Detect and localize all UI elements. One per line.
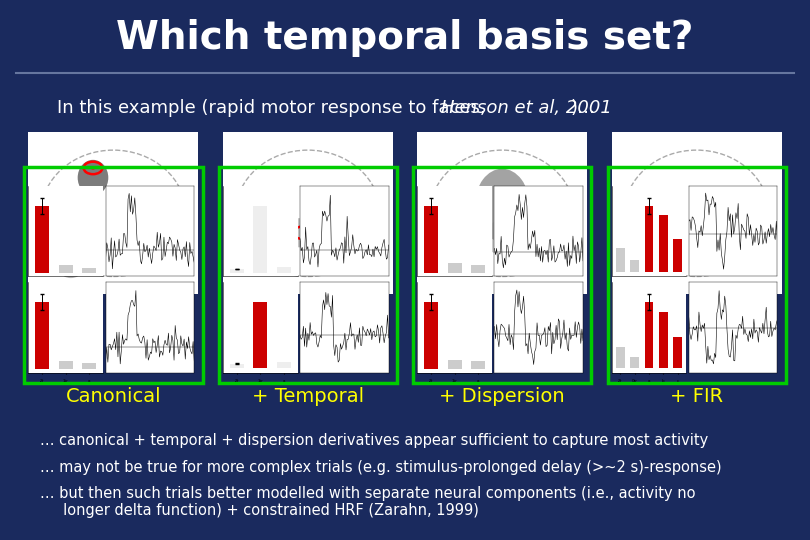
Text: )…: )… xyxy=(571,99,596,117)
Bar xyxy=(424,206,438,273)
Text: + Temporal: + Temporal xyxy=(252,387,364,407)
Circle shape xyxy=(301,231,305,234)
Bar xyxy=(254,206,267,273)
Bar xyxy=(673,337,682,368)
Bar xyxy=(59,265,73,273)
Text: In this example (rapid motor response to faces,: In this example (rapid motor response to… xyxy=(57,99,491,117)
Bar xyxy=(448,263,462,273)
Bar xyxy=(36,206,49,273)
Text: Henson et al, 2001: Henson et al, 2001 xyxy=(441,99,612,117)
Bar xyxy=(645,206,654,272)
Bar xyxy=(448,360,462,369)
FancyBboxPatch shape xyxy=(28,132,198,294)
FancyBboxPatch shape xyxy=(417,132,587,294)
Bar xyxy=(659,312,667,368)
Bar xyxy=(424,302,438,369)
Ellipse shape xyxy=(78,160,109,195)
Text: … canonical + temporal + dispersion derivatives appear sufficient to capture mos: … canonical + temporal + dispersion deri… xyxy=(40,433,709,448)
Circle shape xyxy=(91,166,96,170)
Bar xyxy=(673,239,682,272)
Bar xyxy=(630,357,639,368)
Text: + FIR: + FIR xyxy=(670,387,723,407)
Bar xyxy=(276,267,291,273)
Text: … may not be true for more complex trials (e.g. stimulus-prolonged delay (>~2 s): … may not be true for more complex trial… xyxy=(40,460,723,475)
Bar xyxy=(659,215,667,272)
Ellipse shape xyxy=(665,210,677,223)
Bar xyxy=(254,302,267,368)
Bar xyxy=(616,347,625,368)
Ellipse shape xyxy=(485,220,519,255)
Bar xyxy=(616,248,625,272)
Bar xyxy=(471,265,485,273)
Text: … but then such trials better modelled with separate neural components (i.e., ac: … but then such trials better modelled w… xyxy=(40,486,696,518)
Circle shape xyxy=(514,225,518,228)
FancyBboxPatch shape xyxy=(223,132,393,294)
Text: + Dispersion: + Dispersion xyxy=(439,387,565,407)
Text: Which temporal basis set?: Which temporal basis set? xyxy=(117,19,693,57)
Bar xyxy=(230,269,244,273)
Bar xyxy=(630,260,639,272)
Bar xyxy=(82,363,96,369)
Ellipse shape xyxy=(475,168,530,241)
Text: Canonical: Canonical xyxy=(66,387,161,407)
Ellipse shape xyxy=(52,230,90,278)
FancyBboxPatch shape xyxy=(612,132,782,294)
Bar xyxy=(230,364,244,368)
Circle shape xyxy=(742,220,746,223)
Ellipse shape xyxy=(289,218,309,247)
Bar xyxy=(59,361,73,369)
Bar xyxy=(276,362,291,368)
Bar xyxy=(645,302,654,368)
Bar xyxy=(82,268,96,273)
Bar xyxy=(36,302,49,369)
Bar xyxy=(471,361,485,369)
